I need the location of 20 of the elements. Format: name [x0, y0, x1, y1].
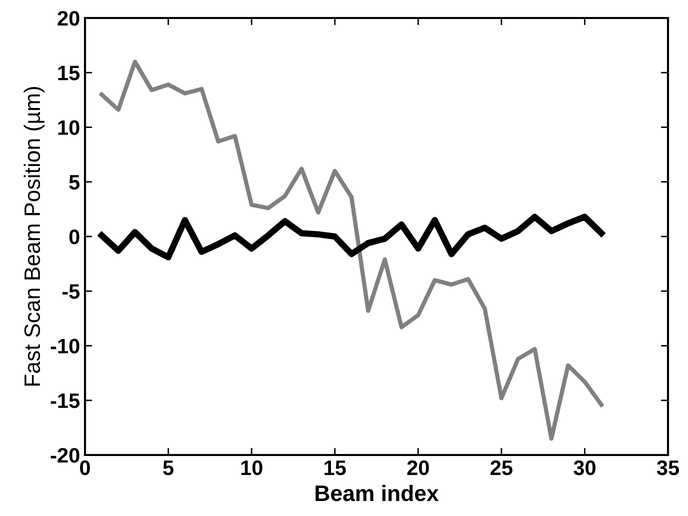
x-tick-label: 20	[407, 460, 429, 476]
line-series	[100, 60, 604, 441]
y-tick-label: -15	[50, 394, 80, 408]
y-tick-label: -20	[50, 448, 80, 463]
x-tick-label: 0	[80, 460, 90, 476]
x-tick-label: 30	[574, 460, 596, 476]
x-tick-label: 35	[656, 460, 680, 476]
x-axis-title: Beam index	[316, 484, 439, 502]
x-tick-label: 25	[490, 460, 512, 476]
x-tick-label: 10	[241, 460, 262, 476]
x-tick-label: 15	[324, 460, 346, 476]
x-tick-label: 5	[163, 460, 174, 476]
y-tick-label: 20	[58, 11, 80, 26]
y-tick-label: -5	[62, 284, 80, 299]
y-tick-label: -10	[50, 338, 80, 354]
y-tick-label: 0	[69, 230, 80, 244]
y-axis-title: Fast Scan Beam Position (µm)	[24, 86, 44, 386]
y-tick-label: 15	[58, 66, 80, 80]
y-tick-label: 10	[58, 120, 80, 136]
y-tick-label: 5	[69, 175, 80, 190]
